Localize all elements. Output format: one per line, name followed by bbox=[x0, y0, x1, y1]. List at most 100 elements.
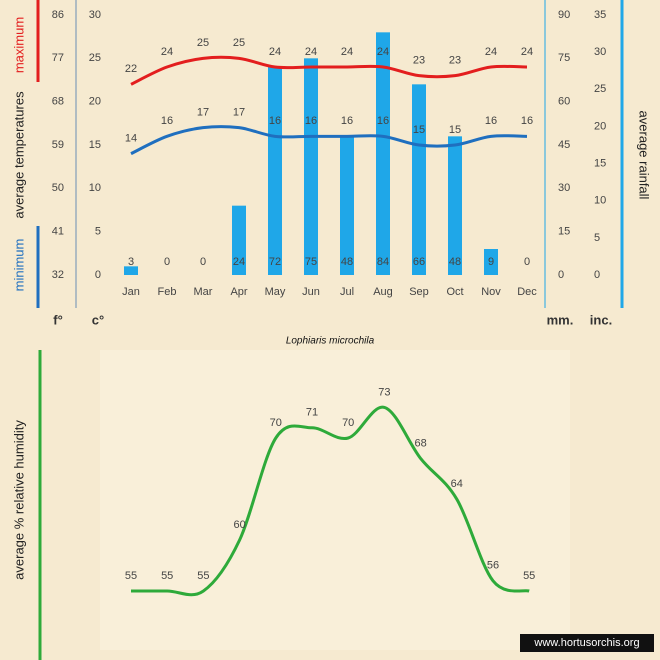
humidity-panel bbox=[100, 350, 570, 650]
line-label: 17 bbox=[197, 107, 209, 119]
y2-tick-label: 15 bbox=[558, 226, 570, 238]
x-tick-label: Jan bbox=[122, 286, 140, 298]
f-tick-label: 50 bbox=[52, 182, 64, 194]
line-label: 16 bbox=[341, 115, 353, 127]
x-tick-label: Feb bbox=[158, 286, 177, 298]
x-tick-label: Nov bbox=[481, 286, 501, 298]
line-label: 25 bbox=[233, 37, 245, 49]
inch-unit: inc. bbox=[590, 312, 612, 327]
bar-label: 3 bbox=[128, 256, 134, 268]
x-tick-label: Aug bbox=[373, 286, 393, 298]
line-label: 15 bbox=[413, 124, 425, 136]
line-label: 16 bbox=[305, 115, 317, 127]
bar-label: 48 bbox=[341, 256, 353, 268]
line-label: 24 bbox=[269, 46, 281, 58]
inch-tick-label: 20 bbox=[594, 120, 606, 132]
line-label: 16 bbox=[485, 115, 497, 127]
humidity-label: 64 bbox=[451, 478, 463, 490]
humidity-label: 55 bbox=[161, 570, 173, 582]
x-tick-label: Jun bbox=[302, 286, 320, 298]
line-label: 14 bbox=[125, 133, 137, 145]
x-tick-label: May bbox=[265, 286, 286, 298]
inch-tick-label: 5 bbox=[594, 232, 600, 244]
mm-unit: mm. bbox=[547, 312, 574, 327]
legend-max: maximum bbox=[11, 17, 26, 73]
rain-bar bbox=[124, 266, 138, 275]
line-label: 23 bbox=[449, 55, 461, 67]
line-label: 25 bbox=[197, 37, 209, 49]
chart-title: Lophiaris microchila bbox=[286, 336, 375, 347]
y-tick-label: 10 bbox=[89, 182, 101, 194]
line-label: 16 bbox=[521, 115, 533, 127]
y2-tick-label: 30 bbox=[558, 182, 570, 194]
humidity-label: 55 bbox=[523, 570, 535, 582]
f-tick-label: 86 bbox=[52, 9, 64, 21]
y-tick-label: 30 bbox=[89, 9, 101, 21]
f-tick-label: 32 bbox=[52, 269, 64, 281]
y-tick-label: 20 bbox=[89, 96, 101, 108]
humidity-label: 55 bbox=[125, 570, 137, 582]
x-tick-label: Apr bbox=[230, 286, 247, 298]
y2-tick-label: 60 bbox=[558, 96, 570, 108]
line-label: 24 bbox=[341, 46, 353, 58]
inch-tick-label: 25 bbox=[594, 83, 606, 95]
temp-line bbox=[130, 55, 528, 86]
watermark-box bbox=[520, 634, 654, 652]
y-tick-label: 5 bbox=[95, 226, 101, 238]
humidity-label: 71 bbox=[306, 407, 318, 419]
bar-label: 0 bbox=[200, 256, 206, 268]
line-label: 16 bbox=[269, 115, 281, 127]
y-tick-label: 25 bbox=[89, 52, 101, 64]
humidity-label: 55 bbox=[197, 570, 209, 582]
y2-tick-label: 75 bbox=[558, 52, 570, 64]
legend-min: minimum bbox=[11, 239, 26, 292]
y2-tick-label: 90 bbox=[558, 9, 570, 21]
y2-label: average rainfall bbox=[637, 111, 652, 200]
humidity-label: 70 bbox=[270, 417, 282, 429]
rain-bar bbox=[340, 136, 354, 275]
humidity-label: 68 bbox=[414, 437, 426, 449]
line-label: 24 bbox=[161, 46, 173, 58]
bar-label: 75 bbox=[305, 256, 317, 268]
line-label: 16 bbox=[161, 115, 173, 127]
y-tick-label: 0 bbox=[95, 269, 101, 281]
x-tick-label: Mar bbox=[194, 286, 213, 298]
bar-label: 84 bbox=[377, 256, 389, 268]
y-tick-label: 15 bbox=[89, 139, 101, 151]
bar-label: 9 bbox=[488, 256, 494, 268]
line-label: 23 bbox=[413, 55, 425, 67]
inch-tick-label: 0 bbox=[594, 269, 600, 281]
rain-bar bbox=[268, 67, 282, 275]
bar-label: 0 bbox=[524, 256, 530, 268]
watermark: www.hortusorchis.org bbox=[533, 637, 639, 649]
rain-bar bbox=[484, 249, 498, 275]
line-label: 24 bbox=[377, 46, 389, 58]
bar-label: 24 bbox=[233, 256, 245, 268]
x-tick-label: Dec bbox=[517, 286, 537, 298]
humidity-label: 60 bbox=[233, 519, 245, 531]
rain-bar bbox=[304, 58, 318, 276]
f-tick-label: 59 bbox=[52, 139, 64, 151]
rain-bar bbox=[412, 84, 426, 275]
line-label: 16 bbox=[377, 115, 389, 127]
inch-tick-label: 35 bbox=[594, 9, 606, 21]
c-unit: c° bbox=[92, 312, 104, 327]
line-label: 24 bbox=[521, 46, 533, 58]
y2-tick-label: 0 bbox=[558, 269, 564, 281]
line-label: 22 bbox=[125, 63, 137, 75]
humidity-label: 70 bbox=[342, 417, 354, 429]
x-tick-label: Oct bbox=[446, 286, 463, 298]
y2-tick-label: 45 bbox=[558, 139, 570, 151]
line-label: 24 bbox=[305, 46, 317, 58]
f-unit: f° bbox=[53, 312, 63, 327]
x-tick-label: Jul bbox=[340, 286, 354, 298]
f-tick-label: 68 bbox=[52, 96, 64, 108]
bar-label: 0 bbox=[164, 256, 170, 268]
inch-tick-label: 15 bbox=[594, 157, 606, 169]
rain-bar bbox=[232, 205, 246, 275]
humidity-label: 56 bbox=[487, 560, 499, 572]
f-tick-label: 77 bbox=[52, 52, 64, 64]
temp-line bbox=[130, 125, 528, 156]
line-label: 15 bbox=[449, 124, 461, 136]
